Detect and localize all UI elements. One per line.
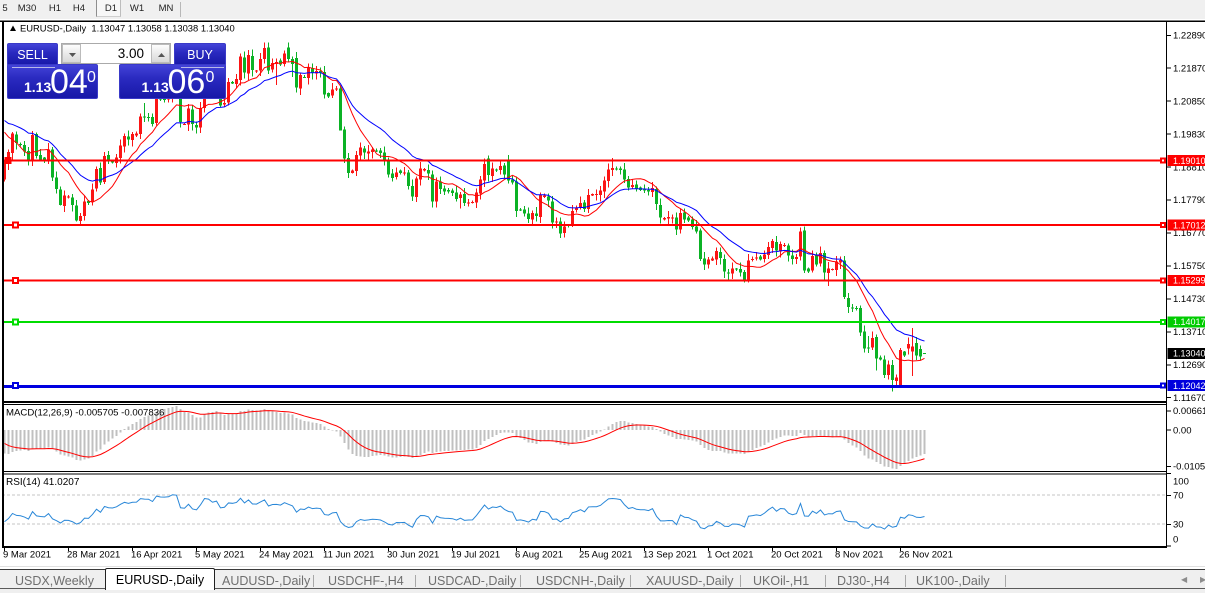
svg-text:20 Oct 2021: 20 Oct 2021 [771, 550, 823, 561]
svg-text:-0.010595: -0.010595 [1173, 462, 1205, 473]
svg-text:RSI(14) 41.0207: RSI(14) 41.0207 [6, 477, 80, 488]
svg-text:30 Jun 2021: 30 Jun 2021 [387, 550, 439, 561]
svg-text:1.17012: 1.17012 [1173, 220, 1205, 230]
svg-text:0.00: 0.00 [1173, 425, 1192, 436]
svg-text:EURUSD-,Daily 1.13047 1.13058: EURUSD-,Daily 1.13047 1.13058 1.13038 1.… [20, 23, 235, 34]
svg-text:28 Mar 2021: 28 Mar 2021 [67, 550, 120, 561]
svg-text:1.14730: 1.14730 [1173, 294, 1205, 305]
svg-text:1.13710: 1.13710 [1173, 327, 1205, 338]
svg-text:24 May 2021: 24 May 2021 [259, 550, 314, 561]
svg-text:19 Jul 2021: 19 Jul 2021 [451, 550, 500, 561]
svg-text:1.12690: 1.12690 [1173, 360, 1205, 371]
svg-text:1.19010: 1.19010 [1173, 156, 1205, 166]
svg-text:1.11670: 1.11670 [1173, 393, 1205, 404]
svg-text:1.19830: 1.19830 [1173, 129, 1205, 140]
svg-text:0.006611: 0.006611 [1173, 406, 1205, 417]
svg-text:1.15299: 1.15299 [1173, 276, 1205, 286]
svg-text:5 May 2021: 5 May 2021 [195, 550, 245, 561]
svg-text:1.13040: 1.13040 [1173, 349, 1205, 359]
svg-text:11 Jun 2021: 11 Jun 2021 [323, 550, 375, 561]
svg-text:1.21870: 1.21870 [1173, 63, 1205, 74]
svg-text:8 Nov 2021: 8 Nov 2021 [835, 550, 884, 561]
svg-text:MACD(12,26,9) -0.005705 -0.007: MACD(12,26,9) -0.005705 -0.007836 [6, 408, 164, 419]
svg-text:1.22890: 1.22890 [1173, 31, 1205, 42]
svg-text:16 Apr 2021: 16 Apr 2021 [131, 550, 182, 561]
svg-text:6 Aug 2021: 6 Aug 2021 [515, 550, 563, 561]
svg-text:70: 70 [1173, 490, 1184, 501]
svg-text:100: 100 [1173, 477, 1189, 488]
svg-text:25 Aug 2021: 25 Aug 2021 [579, 550, 632, 561]
svg-text:13 Sep 2021: 13 Sep 2021 [643, 550, 697, 561]
svg-text:30: 30 [1173, 520, 1184, 531]
svg-text:0: 0 [1173, 534, 1178, 545]
svg-text:1.18810: 1.18810 [1173, 162, 1205, 173]
svg-text:1 Oct 2021: 1 Oct 2021 [707, 550, 753, 561]
svg-text:1.17790: 1.17790 [1173, 195, 1205, 206]
svg-text:26 Nov 2021: 26 Nov 2021 [899, 550, 953, 561]
svg-text:1.14017: 1.14017 [1173, 317, 1205, 327]
svg-text:9 Mar 2021: 9 Mar 2021 [3, 550, 51, 561]
svg-text:1.15750: 1.15750 [1173, 261, 1205, 272]
svg-text:1.16770: 1.16770 [1173, 228, 1205, 239]
svg-text:1.20850: 1.20850 [1173, 96, 1205, 107]
svg-text:1.12042: 1.12042 [1173, 381, 1205, 391]
